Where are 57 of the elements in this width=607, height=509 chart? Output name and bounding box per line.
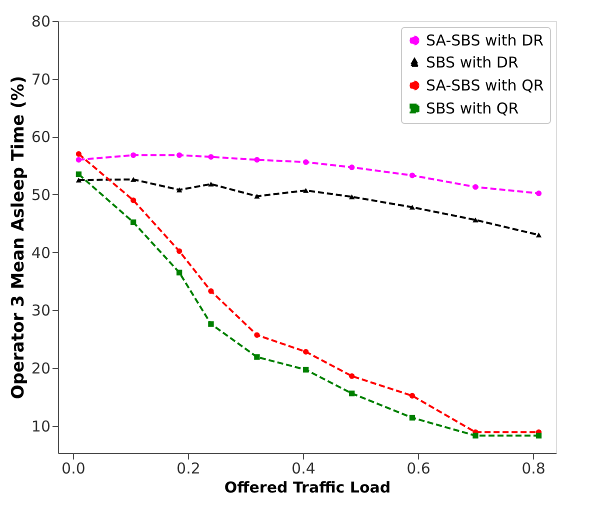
point	[472, 432, 478, 438]
point	[208, 288, 214, 294]
point	[130, 177, 136, 182]
point	[536, 190, 542, 196]
legend-label: SA-SBS with DR	[426, 32, 544, 50]
point	[349, 164, 355, 170]
point	[176, 248, 182, 254]
x-axis-title: Offered Traffic Load	[224, 478, 391, 496]
legend-label: SA-SBS with QR	[426, 76, 544, 94]
point	[176, 187, 182, 192]
y-tick-label: 50	[31, 186, 50, 204]
point	[76, 178, 82, 182]
point	[349, 194, 355, 200]
point	[176, 152, 182, 158]
point	[208, 321, 214, 327]
legend-label: SBS with QR	[426, 100, 519, 118]
point	[76, 171, 82, 178]
y-tick-label: 30	[31, 302, 50, 320]
point	[176, 270, 182, 276]
point	[254, 332, 260, 338]
point	[409, 204, 416, 210]
y-tick-label: 80	[31, 12, 50, 30]
point	[130, 197, 136, 204]
x-tick-label: 0.0	[62, 460, 86, 478]
point	[303, 348, 309, 355]
point	[409, 172, 416, 178]
point	[409, 414, 416, 421]
y-tick-label: 70	[31, 70, 50, 88]
point	[208, 182, 214, 187]
point	[76, 151, 82, 157]
x-tick-label: 0.8	[522, 460, 546, 478]
y-tick-label: 20	[31, 359, 50, 378]
point	[130, 152, 136, 158]
point	[254, 156, 260, 163]
point	[254, 354, 260, 360]
y-tick-label: 60	[31, 128, 50, 146]
y-axis-title: Operator 3 Mean Asleep Time (%)	[8, 76, 28, 400]
point	[76, 156, 82, 163]
point	[303, 188, 309, 193]
legend-label: SBS with DR	[426, 54, 518, 72]
point	[472, 184, 478, 190]
y-tick-label: 40	[31, 244, 50, 262]
point	[409, 392, 416, 399]
point	[130, 219, 136, 226]
point	[472, 217, 478, 222]
point	[303, 366, 309, 373]
point	[349, 373, 355, 379]
point	[303, 159, 309, 165]
point	[536, 232, 542, 238]
x-tick-label: 0.4	[292, 460, 316, 478]
x-tick-label: 0.6	[406, 460, 430, 478]
point	[536, 432, 542, 438]
x-tick-label: 0.2	[176, 460, 200, 478]
point	[254, 194, 260, 199]
point	[208, 154, 214, 160]
point	[349, 390, 355, 396]
y-tick-label: 10	[31, 417, 50, 436]
